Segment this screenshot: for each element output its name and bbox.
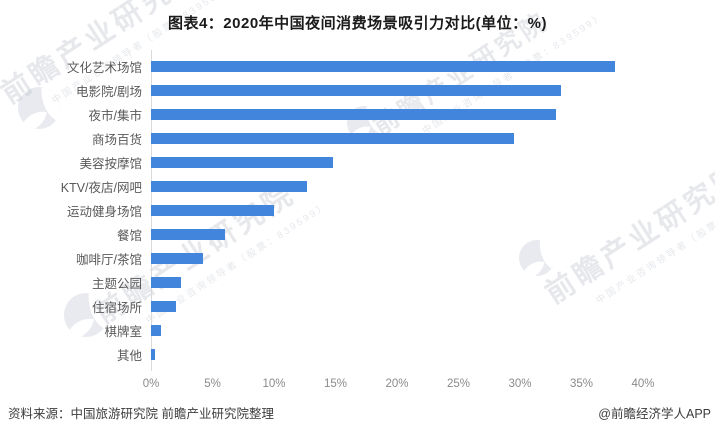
bar-row: 运动健身场馆 [8,198,707,222]
bar-row: KTV/夜店/网吧 [8,174,707,198]
bar-track [151,198,707,222]
x-axis-tick-label: 30% [508,378,532,390]
bar [151,348,155,360]
category-label: 棋牌室 [104,324,142,339]
source-note: 资料来源：中国旅游研究院 前瞻产业研究院整理 [8,407,274,421]
category-label: 咖啡厅/茶馆 [76,252,142,267]
bar-track [151,222,707,246]
bar-track [151,102,707,126]
category-label: 夜市/集市 [88,108,142,123]
x-axis-tick-label: 20% [385,378,409,390]
bar-row: 文化艺术场馆 [8,54,707,78]
category-label: 电影院/剧场 [76,84,142,99]
bar [151,180,308,192]
x-axis-ticks: 0% 5% 10% 15% 20% 25% 30% 35% 40% [143,378,691,394]
x-axis-tick-label: 0% [142,378,160,390]
bar [151,84,561,96]
category-label: KTV/夜店/网吧 [60,180,142,195]
category-label: 美容按摩馆 [79,156,142,171]
bar-row: 咖啡厅/茶馆 [8,246,707,270]
bar-row: 商场百货 [8,126,707,150]
bar-row: 电影院/剧场 [8,78,707,102]
credit-note: @前瞻经济学人APP [598,407,711,421]
bar [151,228,225,240]
bar-track [151,150,707,174]
x-axis-tick-label: 25% [446,378,471,390]
bar [151,60,615,72]
category-label: 主题公园 [91,276,142,291]
category-label: 文化艺术场馆 [66,60,142,75]
x-axis-tick-label: 35% [569,378,594,390]
category-label: 餐馆 [116,228,142,243]
bar [151,108,556,120]
bar-track [151,318,707,342]
bar-row: 住宿场所 [8,294,707,318]
bar-row: 主题公园 [8,270,707,294]
x-axis-tick-label: 40% [631,378,655,390]
bar [151,132,514,144]
bar-row: 棋牌室 [8,318,707,342]
bar-track [151,54,707,78]
bar-track [151,246,707,270]
x-axis-tick-label: 15% [323,378,348,390]
bar [151,324,161,336]
category-label: 住宿场所 [91,300,142,315]
bar-track [151,78,707,102]
x-axis-tick-label: 5% [204,378,221,390]
bar-rows: 文化艺术场馆电影院/剧场夜市/集市商场百货美容按摩馆 KTV/夜店/网吧 运动健身场… [8,54,707,366]
category-label: 运动健身场馆 [66,204,142,219]
bar-track [151,126,707,150]
x-axis-tick-label: 10% [262,378,286,390]
bar-row: 餐馆 [8,222,707,246]
category-label: 商场百货 [91,132,142,147]
bar [151,204,274,216]
bar-track [151,174,707,198]
chart-footer: 资料来源：中国旅游研究院 前瞻产业研究院整理 @前瞻经济学人APP [0,403,715,423]
bar-row: 夜市/集市 [8,102,707,126]
bar-track [151,342,707,366]
bar [151,300,176,312]
bar [151,276,181,288]
category-label: 其他 [116,348,142,363]
bar-track [151,294,707,318]
bar [151,156,334,168]
chart-title: 图表4：2020年中国夜间消费场景吸引力对比(单位：%) [167,15,548,32]
bar-row: 其他 [8,342,707,366]
bar [151,252,203,264]
bar-track [151,270,707,294]
bar-row: 美容按摩馆 [8,150,707,174]
